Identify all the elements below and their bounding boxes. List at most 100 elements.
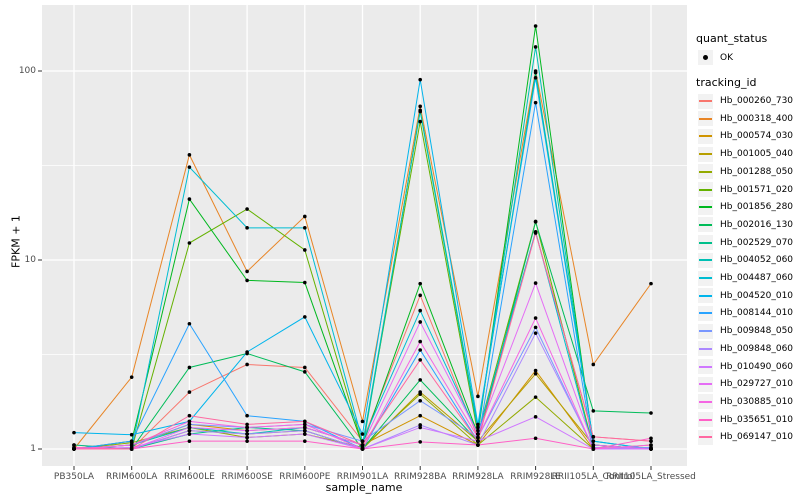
line-swatch-icon: [699, 418, 712, 421]
line-swatch-icon: [699, 400, 712, 403]
data-point: [476, 432, 480, 436]
x-tick-label-RRIM928LE: RRIM928LE: [510, 472, 561, 482]
data-point: [533, 368, 538, 373]
data-point: [649, 281, 653, 286]
line-swatch-icon: [699, 347, 712, 350]
data-point: [418, 293, 423, 298]
legend-key-Hb_000318_400: [698, 111, 713, 127]
data-point: [533, 76, 538, 80]
line-swatch-icon: [699, 436, 712, 439]
data-point: [649, 443, 653, 447]
data-point: [476, 439, 480, 443]
data-point: [129, 443, 134, 447]
data-point: [418, 308, 423, 313]
legend-label-Hb_004487_060: Hb_004487_060: [720, 273, 794, 283]
y-tick-label-10: 10: [24, 255, 36, 265]
x-tick-label-PB350LA: PB350LA: [53, 472, 95, 482]
data-point: [418, 348, 423, 352]
legend-label-Hb_030885_010: Hb_030885_010: [720, 396, 794, 407]
line-swatch-icon: [699, 241, 712, 244]
data-point: [187, 422, 192, 427]
data-point: [129, 375, 134, 379]
data-point: [418, 392, 423, 396]
data-point: [303, 365, 307, 370]
data-point: [533, 24, 538, 28]
data-point: [303, 315, 307, 319]
data-point: [245, 269, 249, 274]
data-point: [418, 77, 423, 82]
legend-label-Hb_001288_050: Hb_001288_050: [720, 166, 794, 177]
data-point: [187, 425, 192, 430]
legend-key-ok: [698, 50, 713, 65]
data-point: [591, 439, 596, 443]
data-point: [187, 153, 192, 157]
y-axis-title: FPKM + 1: [9, 215, 23, 268]
data-point: [591, 447, 596, 451]
data-point: [245, 350, 249, 354]
data-point: [533, 316, 538, 320]
legend-key-Hb_002529_070: [698, 235, 713, 251]
data-point: [418, 413, 423, 418]
data-point: [533, 45, 538, 49]
data-point: [245, 428, 249, 433]
legend-label-Hb_009848_050: Hb_009848_050: [720, 326, 794, 337]
data-point: [476, 428, 480, 433]
legend-key-Hb_029727_010: [698, 376, 713, 392]
legend-label-Hb_029727_010: Hb_029727_010: [720, 379, 794, 390]
data-point: [245, 362, 249, 367]
data-point: [303, 439, 307, 443]
x-tick-label-RRIM600LA: RRIM600LA: [105, 472, 158, 482]
legend-title-tracking-id: tracking_id: [696, 76, 757, 89]
data-point: [418, 339, 423, 344]
data-point: [418, 440, 423, 444]
data-point: [533, 100, 538, 105]
data-point: [533, 325, 538, 330]
data-point: [418, 423, 423, 427]
x-tick-label-RRII105LA_Stressed: RRII105LA_Stressed: [606, 472, 696, 482]
legend-key-Hb_004052_060: [698, 252, 713, 268]
line-swatch-icon: [699, 312, 712, 315]
y-tick-label-100: 100: [18, 66, 36, 76]
data-point: [303, 422, 307, 427]
y-tick-label-1: 1: [30, 444, 36, 454]
legend-key-Hb_004487_060: [698, 270, 713, 286]
line-swatch-icon: [699, 330, 712, 333]
data-point: [360, 432, 365, 436]
data-point: [591, 362, 596, 367]
legend-label-Hb_035651_010: Hb_035651_010: [720, 414, 794, 425]
legend-label-Hb_001571_020: Hb_001571_020: [720, 184, 794, 195]
legend-key-Hb_001288_050: [698, 164, 713, 180]
data-point: [418, 425, 423, 430]
legend-key-Hb_001571_020: [698, 182, 713, 197]
data-point: [476, 422, 480, 427]
data-point: [303, 432, 307, 436]
data-point: [303, 428, 307, 433]
data-point: [533, 281, 538, 285]
legend-key-Hb_030885_010: [698, 394, 713, 410]
data-point: [533, 220, 538, 224]
data-point: [303, 419, 307, 424]
x-tick-label-RRIM901LA: RRIM901LA: [336, 472, 389, 482]
data-point: [591, 409, 596, 413]
data-point: [360, 443, 365, 447]
data-point: [649, 447, 653, 451]
data-point: [418, 358, 423, 362]
data-point: [303, 226, 307, 230]
data-point: [245, 435, 249, 440]
data-point: [360, 447, 365, 451]
data-point: [129, 447, 134, 451]
line-swatch-icon: [699, 170, 712, 173]
data-point: [187, 428, 192, 433]
data-point: [303, 425, 307, 430]
legend-label-Hb_001005_040: Hb_001005_040: [720, 149, 794, 160]
x-tick-label-RRIM600SE: RRIM600SE: [221, 472, 273, 482]
data-point: [476, 435, 480, 440]
data-point: [533, 371, 538, 376]
data-point: [533, 395, 538, 399]
legend-label-Hb_010490_060: Hb_010490_060: [720, 361, 794, 372]
data-point: [303, 370, 307, 374]
data-point: [245, 413, 249, 418]
line-swatch-icon: [699, 383, 712, 386]
data-point: [187, 413, 192, 418]
data-point: [303, 280, 307, 285]
